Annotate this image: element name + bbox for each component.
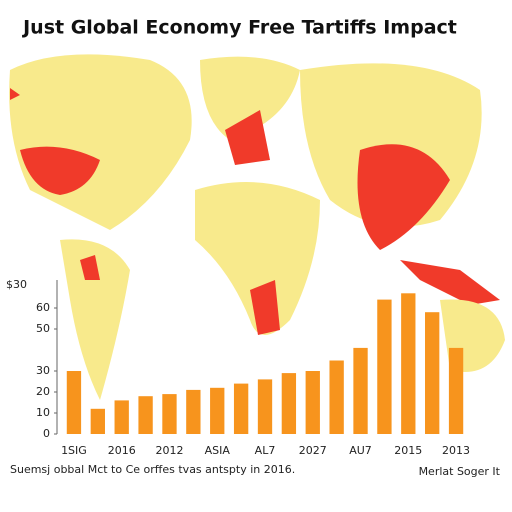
y-tick-label: 50 [36,322,50,335]
bar [138,396,153,434]
x-tick-label: 2012 [155,444,183,457]
bar [377,299,392,434]
x-tick-label: AL7 [255,444,276,457]
bar [305,371,320,434]
y-tick-label: 30 [36,364,50,377]
x-tick-label: 2013 [442,444,470,457]
x-tick-label: ASIA [205,444,231,457]
bar [425,312,440,434]
x-tick-label: 2027 [299,444,327,457]
bar [66,371,82,434]
y-tick-label: 20 [36,385,50,398]
bar [162,394,177,434]
source: Merlat Soger It [419,465,501,478]
x-tick-label: 2015 [394,444,422,457]
bar [401,293,416,434]
bar [257,379,273,434]
bar [233,383,249,434]
footnote: Suemsj obbal Mct to Ce orffes tvas antsp… [10,463,295,476]
bar [281,373,297,434]
y-tick-label: 10 [36,406,50,419]
x-tick-label: 2016 [108,444,136,457]
y-axis-label: $30 [6,278,27,291]
bar [186,389,201,434]
x-tick-label: AU7 [349,444,372,457]
bar [90,408,105,434]
bar [114,400,129,434]
chart-title: Just Global Economy Free Tartiffs Impact [21,17,457,39]
x-tick-label: 1SIG [61,444,87,457]
y-tick-label: 0 [43,427,50,440]
bar [210,387,225,434]
y-tick-label: 60 [36,301,50,314]
bar [353,347,368,434]
bar [329,360,344,434]
bar [448,347,464,434]
world-map [9,54,505,400]
